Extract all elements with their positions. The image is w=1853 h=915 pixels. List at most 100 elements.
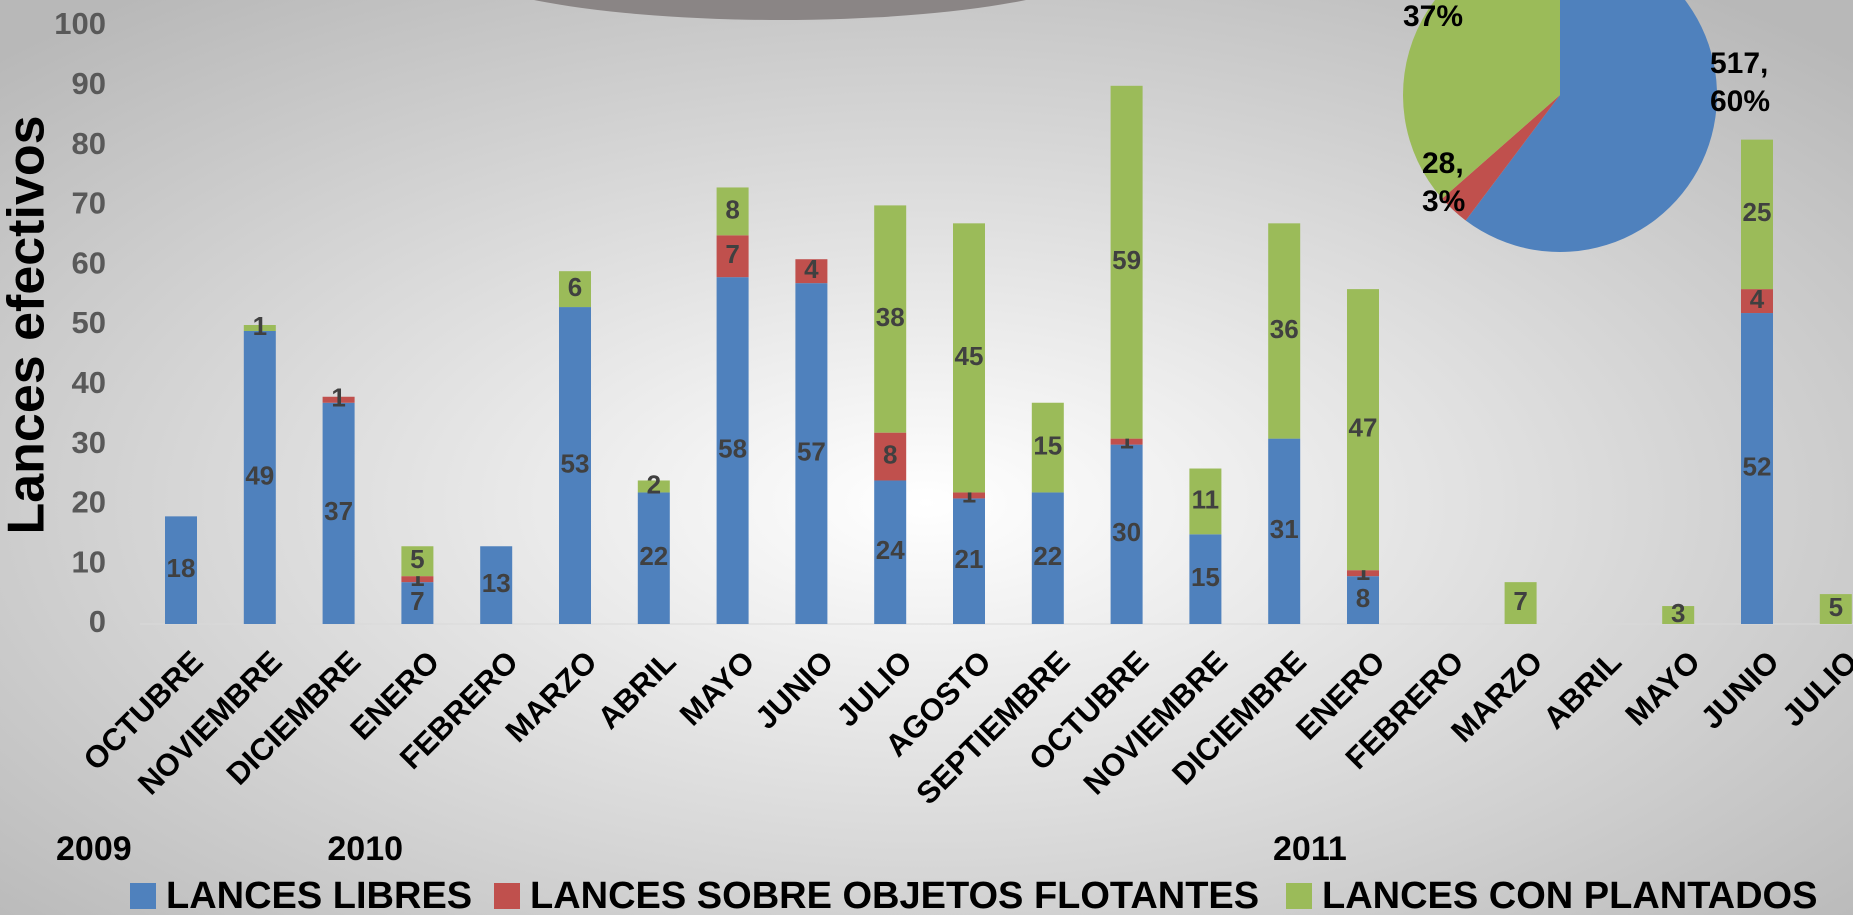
legend-swatch [494,883,520,909]
bar-segment [1110,438,1143,445]
data-label: 45 [955,341,984,371]
bar-segment [1031,492,1064,624]
bar-segment [322,402,355,624]
data-label: 7 [410,586,424,616]
bar-segment [1347,570,1379,577]
y-tick-label: 10 [72,544,106,579]
y-tick-label: 0 [89,604,106,639]
bar-segment [953,492,985,499]
data-label: 11 [1192,484,1220,514]
bar-segment [480,546,513,624]
bar-segment [1741,313,1773,624]
legend-swatch [130,883,156,909]
data-label: 4 [804,254,819,284]
bar-segment [1031,402,1064,493]
data-label: 58 [718,433,747,463]
y-tick-label: 40 [72,365,106,400]
data-label: 8 [1356,583,1370,613]
bar-segment [874,480,907,624]
data-label: 22 [1033,541,1062,571]
pie-slice [1442,95,1560,221]
data-label: 36 [1270,314,1299,344]
data-label: 24 [876,535,905,565]
y-tick-label: 90 [72,66,106,101]
data-label: 7 [725,239,739,269]
data-label: 47 [1349,413,1378,443]
data-label: 1 [331,383,345,413]
bar-segment [1189,468,1222,535]
bar-segment [1741,139,1773,290]
pie-label: 37% [1403,0,1463,33]
data-label: 3 [1671,598,1685,628]
data-label: 15 [1033,430,1062,460]
bar-segment [874,205,907,433]
bar-segment [1504,582,1537,624]
bar-segment [1347,576,1379,624]
bar-segment [1741,289,1773,314]
data-label: 30 [1112,517,1141,547]
pie-slice [1465,0,1717,252]
bar-segment [795,283,828,624]
data-label: 1 [253,311,267,341]
pie-label: 60% [1710,85,1770,118]
y-tick-label: 20 [72,485,106,520]
bar-segment [1268,223,1301,439]
y-tick-label: 30 [72,425,106,460]
y-tick-label: 70 [72,186,106,221]
bar-segment [401,546,434,577]
data-label: 21 [955,544,984,574]
y-tick-label: 80 [72,126,106,161]
legend-label: LANCES SOBRE OBJETOS FLOTANTES [530,875,1259,915]
bar-segment [243,330,276,624]
year-label: 2009 [56,830,132,868]
legend-swatch [1286,883,1312,909]
data-label: 4 [1750,284,1765,314]
bar-segment [637,492,670,624]
pie-slice [1402,0,1560,199]
bar-segment [1110,85,1143,439]
bar-segment [795,259,828,284]
legend-label: LANCES LIBRES [166,875,472,915]
bar-segment [874,432,907,481]
legend-label: LANCES CON PLANTADOS [1322,875,1817,915]
data-label: 38 [876,302,905,332]
y-tick-label: 60 [72,245,106,280]
bar-segment [1189,534,1222,624]
data-label: 57 [797,436,826,466]
bar-segment [953,223,985,493]
data-label: 8 [725,194,739,224]
data-label: 15 [1191,562,1220,592]
bar-segment [1268,438,1301,624]
pie-label: 3% [1422,185,1465,218]
data-label: 2 [647,469,661,499]
bar-segment [559,271,591,308]
pie-label: 28, [1422,147,1464,180]
data-label: 5 [1829,592,1843,622]
data-label: 49 [245,460,274,490]
bar-segment [637,480,670,493]
decoration [534,0,1026,20]
bar-segment [1347,289,1379,571]
data-label: 22 [639,541,668,571]
bar-segment [322,396,355,403]
bar-segment [716,187,749,236]
bar-segment [716,235,749,278]
data-label: 7 [1513,586,1527,616]
bar-segment [1662,606,1695,624]
data-label: 53 [561,448,590,478]
bar-segment [401,576,434,583]
data-label: 37 [324,496,353,526]
data-label: 31 [1270,514,1299,544]
bar-segment [401,582,434,624]
bar-segment [559,307,591,624]
year-label: 2010 [327,830,403,868]
bar-segment [716,277,749,624]
y-tick-label: 50 [72,305,106,340]
bar-segment [1819,594,1852,624]
y-tick-label: 100 [54,6,106,41]
data-label: 6 [568,272,582,302]
data-label: 59 [1112,245,1141,275]
bar-segment [243,325,276,331]
data-label: 18 [167,553,196,583]
